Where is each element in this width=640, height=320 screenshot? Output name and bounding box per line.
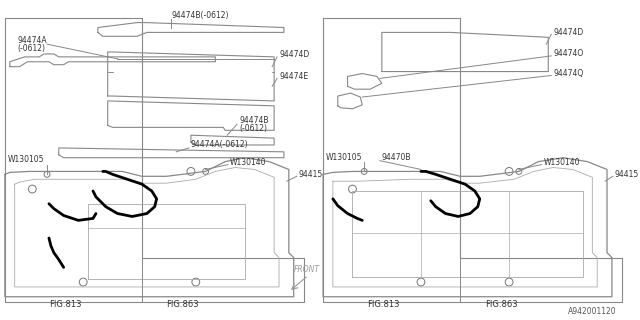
Text: 94474B(-0612): 94474B(-0612) [172, 11, 229, 20]
Text: W130105: W130105 [326, 153, 362, 162]
Text: FIG.863: FIG.863 [484, 300, 517, 309]
Text: 94474A: 94474A [18, 36, 47, 45]
Text: 94415: 94415 [615, 170, 639, 179]
Text: 94474A(-0612): 94474A(-0612) [191, 140, 248, 149]
Text: 94415: 94415 [299, 170, 323, 179]
Text: (-0612): (-0612) [18, 44, 45, 52]
Text: 94474E: 94474E [279, 72, 308, 81]
Text: W130105: W130105 [8, 155, 44, 164]
Text: 94474O: 94474O [553, 49, 584, 59]
Text: W130140: W130140 [543, 158, 580, 167]
Text: A942001120: A942001120 [568, 307, 616, 316]
Text: 94474D: 94474D [553, 28, 584, 37]
Text: 94474B: 94474B [240, 116, 269, 125]
Text: 94474Q: 94474Q [553, 69, 584, 78]
Text: FIG.813: FIG.813 [49, 300, 81, 309]
Text: 94470B: 94470B [382, 153, 412, 162]
Text: FIG.863: FIG.863 [166, 300, 199, 309]
Text: FIG.813: FIG.813 [367, 300, 399, 309]
Text: 94474D: 94474D [279, 51, 309, 60]
Text: FRONT: FRONT [294, 265, 320, 274]
Text: (-0612): (-0612) [240, 124, 268, 133]
Text: W130140: W130140 [230, 158, 267, 167]
